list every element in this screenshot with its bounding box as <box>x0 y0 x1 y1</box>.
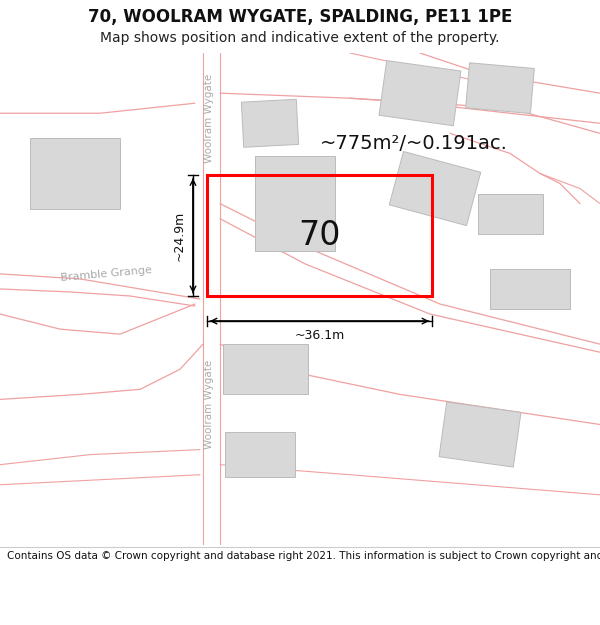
Polygon shape <box>223 344 308 394</box>
Text: 70: 70 <box>298 219 341 253</box>
Polygon shape <box>490 269 570 309</box>
Text: ~775m²/~0.191ac.: ~775m²/~0.191ac. <box>320 134 508 153</box>
Polygon shape <box>466 62 535 114</box>
Polygon shape <box>30 138 120 209</box>
Bar <box>207 176 432 296</box>
Text: Map shows position and indicative extent of the property.: Map shows position and indicative extent… <box>100 31 500 45</box>
Polygon shape <box>379 61 461 126</box>
Text: ~36.1m: ~36.1m <box>295 329 344 342</box>
Polygon shape <box>225 432 295 478</box>
Polygon shape <box>389 151 481 226</box>
Text: Woolram Wygate: Woolram Wygate <box>204 74 214 163</box>
Text: Woolram Wygate: Woolram Wygate <box>204 360 214 449</box>
Text: 70, WOOLRAM WYGATE, SPALDING, PE11 1PE: 70, WOOLRAM WYGATE, SPALDING, PE11 1PE <box>88 8 512 26</box>
Text: ~24.9m: ~24.9m <box>173 211 186 261</box>
Polygon shape <box>241 99 299 148</box>
Polygon shape <box>478 194 542 234</box>
Polygon shape <box>255 156 335 251</box>
Text: Bramble Grange: Bramble Grange <box>60 265 152 283</box>
Text: Contains OS data © Crown copyright and database right 2021. This information is : Contains OS data © Crown copyright and d… <box>7 551 600 561</box>
Polygon shape <box>439 402 521 467</box>
